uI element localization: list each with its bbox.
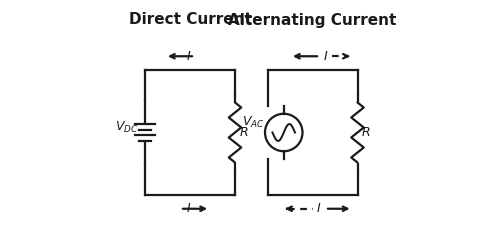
Text: $V_{AC}$: $V_{AC}$ [242, 115, 265, 130]
Text: R: R [362, 126, 370, 139]
Text: I: I [186, 202, 190, 215]
Text: Direct Current: Direct Current [128, 12, 252, 28]
Text: I: I [186, 50, 190, 62]
Text: Alternating Current: Alternating Current [228, 12, 396, 28]
Text: R: R [240, 126, 248, 139]
Text: I: I [324, 50, 328, 62]
Text: I: I [316, 202, 320, 215]
Text: $V_{DC}$: $V_{DC}$ [116, 120, 139, 135]
